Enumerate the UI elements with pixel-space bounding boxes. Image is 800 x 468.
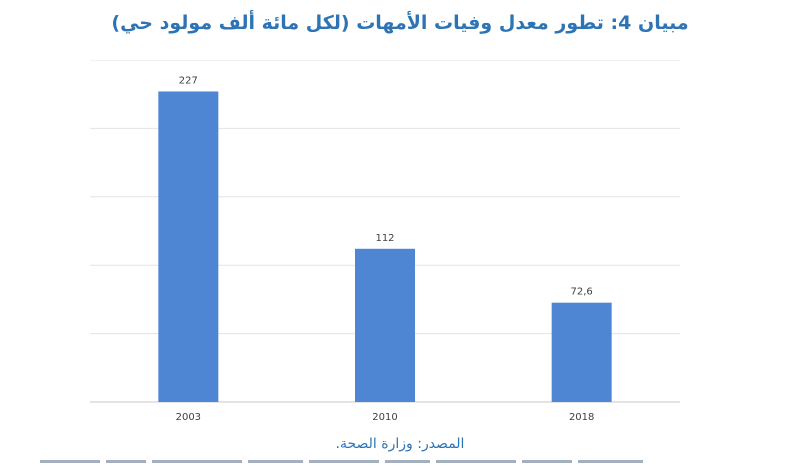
bar-2010: [355, 248, 415, 402]
x-tick-2003: 2003: [176, 412, 201, 423]
data-labels: 227 112 72,6: [179, 75, 593, 297]
bar-2018: [551, 302, 612, 402]
bar-2003: [158, 91, 219, 403]
source-note: المصدر: وزارة الصحة.: [335, 436, 465, 452]
bar-chart: 227 112 72,6 2003 2010 2018: [90, 60, 680, 423]
cut-off-text-line: [40, 460, 760, 468]
x-tick-2018: 2018: [569, 412, 594, 423]
data-label-2010: 112: [375, 233, 394, 244]
data-label-2018: 72,6: [571, 287, 593, 298]
chart-title: مبيان 4: تطور معدل وفيات الأمهات (لكل ما…: [111, 12, 689, 34]
bars: [158, 91, 612, 403]
data-label-2003: 227: [179, 75, 198, 86]
x-tick-2010: 2010: [372, 412, 397, 423]
x-tick-labels: 2003 2010 2018: [176, 412, 595, 423]
